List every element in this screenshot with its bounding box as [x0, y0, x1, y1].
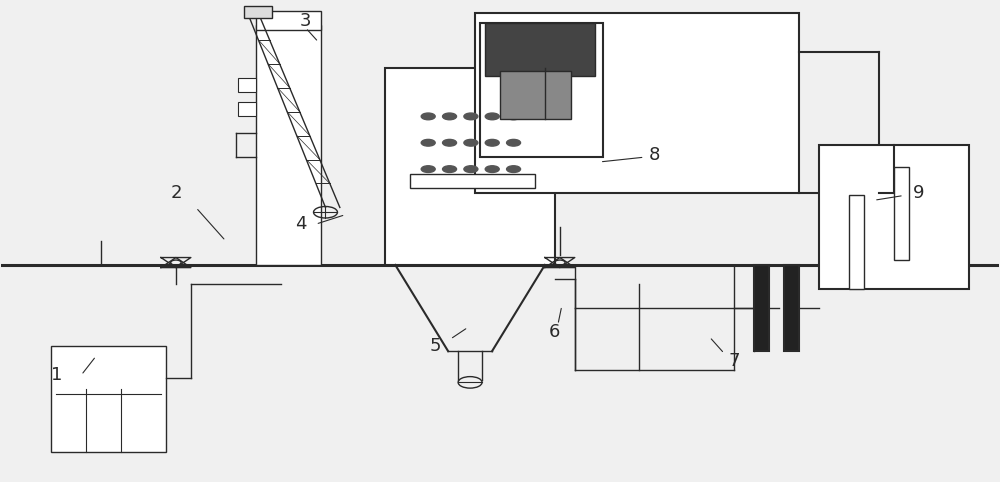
Text: 6: 6 [549, 323, 561, 341]
Circle shape [443, 113, 457, 120]
Circle shape [464, 113, 478, 120]
Circle shape [485, 113, 499, 120]
Bar [819, 145, 969, 289]
Bar [849, 196, 864, 289]
Bar [244, 6, 272, 18]
Circle shape [421, 139, 435, 146]
Text: 8: 8 [649, 146, 660, 164]
Circle shape [507, 139, 521, 146]
Circle shape [464, 139, 478, 146]
Text: 7: 7 [729, 352, 740, 370]
Text: 1: 1 [51, 366, 62, 384]
Circle shape [464, 166, 478, 173]
Text: 5: 5 [429, 337, 441, 355]
Bar [256, 26, 320, 265]
Text: 3: 3 [300, 12, 311, 29]
Circle shape [485, 139, 499, 146]
Bar [500, 71, 571, 119]
Bar [894, 167, 909, 260]
Bar [256, 11, 320, 30]
Text: 4: 4 [295, 215, 306, 233]
Circle shape [421, 166, 435, 173]
Circle shape [421, 113, 435, 120]
Circle shape [507, 166, 521, 173]
Bar [485, 23, 595, 76]
Bar [784, 265, 799, 351]
Circle shape [443, 166, 457, 173]
Bar [480, 23, 603, 157]
Text: 2: 2 [170, 184, 182, 202]
Bar [238, 78, 256, 93]
Bar [475, 13, 799, 193]
Text: 9: 9 [913, 184, 925, 202]
Circle shape [443, 139, 457, 146]
Circle shape [485, 166, 499, 173]
Bar [754, 265, 769, 351]
Circle shape [507, 113, 521, 120]
Bar [410, 174, 535, 188]
Bar [238, 102, 256, 116]
Bar [51, 347, 166, 452]
Bar [385, 68, 555, 265]
